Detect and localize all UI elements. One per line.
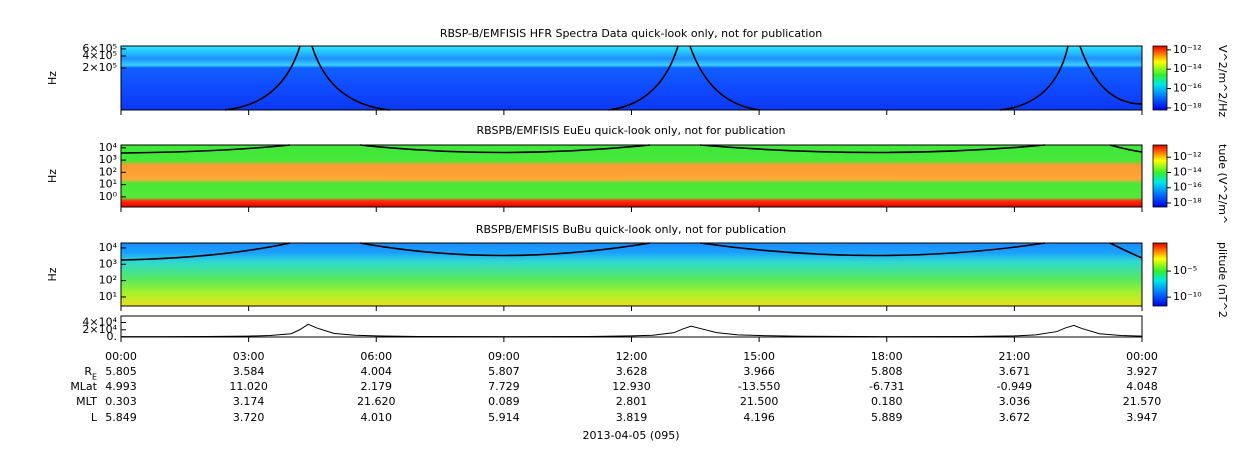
y-tick-label: 10³: [99, 257, 117, 270]
x-tick-label: 21:00: [999, 350, 1031, 363]
date-label: 2013-04-05 (095): [582, 429, 679, 442]
y-tick-label: 2×10⁴: [82, 323, 117, 336]
y-tick-label: 10⁴: [99, 241, 118, 254]
ephemeris-value: 5.849: [105, 411, 137, 424]
spectrogram-image: [121, 145, 1142, 207]
ephemeris-value: 3.584: [233, 365, 265, 378]
colorbar: [1152, 144, 1168, 208]
y-tick-label: 2×10⁵: [82, 61, 117, 74]
ephemeris-label: MLat: [70, 380, 97, 393]
ephemeris-value: 0.180: [871, 395, 903, 408]
spectrogram-image: [121, 46, 1142, 110]
colorbar-tick-label: 10⁻¹⁰: [1173, 290, 1202, 303]
panel-title: RBSPB/EMFISIS EuEu quick-look only, not …: [476, 124, 785, 137]
ephemeris-value: 5.805: [105, 365, 137, 378]
x-tick-label: 00:00: [105, 350, 137, 363]
ephemeris-label: MLT: [76, 395, 97, 408]
colorbar-tick-label: 10⁻¹⁶: [1173, 181, 1202, 194]
ephemeris-value: 21.620: [357, 395, 396, 408]
colorbar-tick-label: 10⁻⁵: [1173, 264, 1197, 277]
ephemeris-value: 4.004: [361, 365, 393, 378]
ephemeris-value: 21.500: [740, 395, 779, 408]
ephemeris-value: 3.947: [1126, 411, 1158, 424]
y-tick-label: 10²: [99, 165, 117, 178]
ephemeris-label: L: [91, 411, 98, 424]
colorbar-tick-label: 10⁻¹²: [1173, 150, 1202, 163]
colorbar: [1152, 242, 1168, 307]
ephemeris-value: 3.966: [743, 365, 775, 378]
x-tick-label: 06:00: [360, 350, 392, 363]
x-tick-label: 18:00: [871, 350, 903, 363]
y-axis-label: Hz: [46, 169, 59, 183]
ephemeris-value: -6.731: [869, 380, 904, 393]
colorbar-label: V^2/m^2/Hz: [1216, 45, 1229, 117]
y-tick-label: 10³: [99, 153, 117, 166]
ephemeris-value: 5.889: [871, 411, 903, 424]
x-tick-label: 03:00: [233, 350, 265, 363]
y-tick-label: 10¹: [99, 178, 117, 191]
ephemeris-value: 3.672: [999, 411, 1031, 424]
ephemeris-value: 0.089: [488, 395, 520, 408]
colorbar-tick-label: 10⁻¹⁸: [1173, 101, 1202, 114]
ephemeris-value: 4.048: [1126, 380, 1158, 393]
y-tick-label: 10²: [99, 274, 117, 287]
x-tick-label: 15:00: [743, 350, 775, 363]
panel-title: RBSP-B/EMFISIS HFR Spectra Data quick-lo…: [440, 27, 822, 40]
x-tick-label: 00:00: [1126, 350, 1158, 363]
ephemeris-value: 3.927: [1126, 365, 1158, 378]
ephemeris-value: 12.930: [612, 380, 651, 393]
y-axis-label: Hz: [46, 267, 59, 281]
y-tick-label: 4×10⁵: [82, 49, 117, 62]
data-line: [121, 323, 1143, 338]
ephemeris-value: 2.801: [616, 395, 648, 408]
y-tick-label: 10¹: [99, 290, 117, 303]
ephemeris-value: 5.914: [488, 411, 520, 424]
colorbar-tick-label: 10⁻¹²: [1173, 43, 1202, 56]
ephemeris-label-subscript: E: [92, 373, 97, 382]
ephemeris-value: -13.550: [738, 380, 780, 393]
ephemeris-value: 3.720: [233, 411, 265, 424]
ephemeris-value: -0.949: [997, 380, 1032, 393]
ephemeris-value: 2.179: [361, 380, 393, 393]
y-tick-label: 4×10⁴: [82, 316, 117, 329]
ephemeris-value: 4.993: [105, 380, 137, 393]
colorbar-tick-label: 10⁻¹⁶: [1173, 82, 1202, 95]
model-curve: [224, 45, 1143, 111]
ephemeris-value: 3.174: [233, 395, 265, 408]
ephemeris-value: 0.303: [105, 395, 137, 408]
colorbar: [1152, 45, 1168, 111]
ephemeris-value: 3.671: [999, 365, 1031, 378]
colorbar-tick-label: 10⁻¹⁴: [1173, 165, 1202, 178]
plot-frame: [120, 315, 1143, 338]
ephemeris-value: 7.729: [488, 380, 520, 393]
model-curve: [120, 144, 1143, 154]
colorbar-tick-label: 10⁻¹⁸: [1173, 196, 1202, 209]
ephemeris-value: 5.807: [488, 365, 520, 378]
x-tick-label: 12:00: [616, 350, 648, 363]
ephemeris-value: 3.628: [616, 365, 648, 378]
ephemeris-value: 5.808: [871, 365, 903, 378]
colorbar-label: tude (V^2/m^: [1216, 144, 1229, 224]
ephemeris-value: 11.020: [229, 380, 268, 393]
panel-title: RBSPB/EMFISIS BuBu quick-look only, not …: [476, 223, 786, 236]
ephemeris-value: 4.196: [743, 411, 775, 424]
spectrogram-image: [121, 243, 1142, 306]
y-tick-label: 0.: [107, 330, 118, 343]
colorbar-tick-label: 10⁻¹⁴: [1173, 62, 1202, 75]
ephemeris-value: 3.036: [999, 395, 1031, 408]
ephemeris-value: 4.010: [361, 411, 393, 424]
x-tick-label: 09:00: [488, 350, 520, 363]
ephemeris-value: 21.570: [1123, 395, 1162, 408]
y-tick-label: 10⁴: [99, 141, 118, 154]
ephemeris-label: R: [84, 365, 92, 378]
y-axis-label: Hz: [46, 71, 59, 85]
model-curve: [120, 242, 1143, 261]
y-tick-label: 6×10⁵: [82, 42, 117, 55]
colorbar-label: plitude (nT^2: [1216, 242, 1229, 318]
y-tick-label: 10⁰: [99, 190, 118, 203]
ephemeris-value: 3.819: [616, 411, 648, 424]
